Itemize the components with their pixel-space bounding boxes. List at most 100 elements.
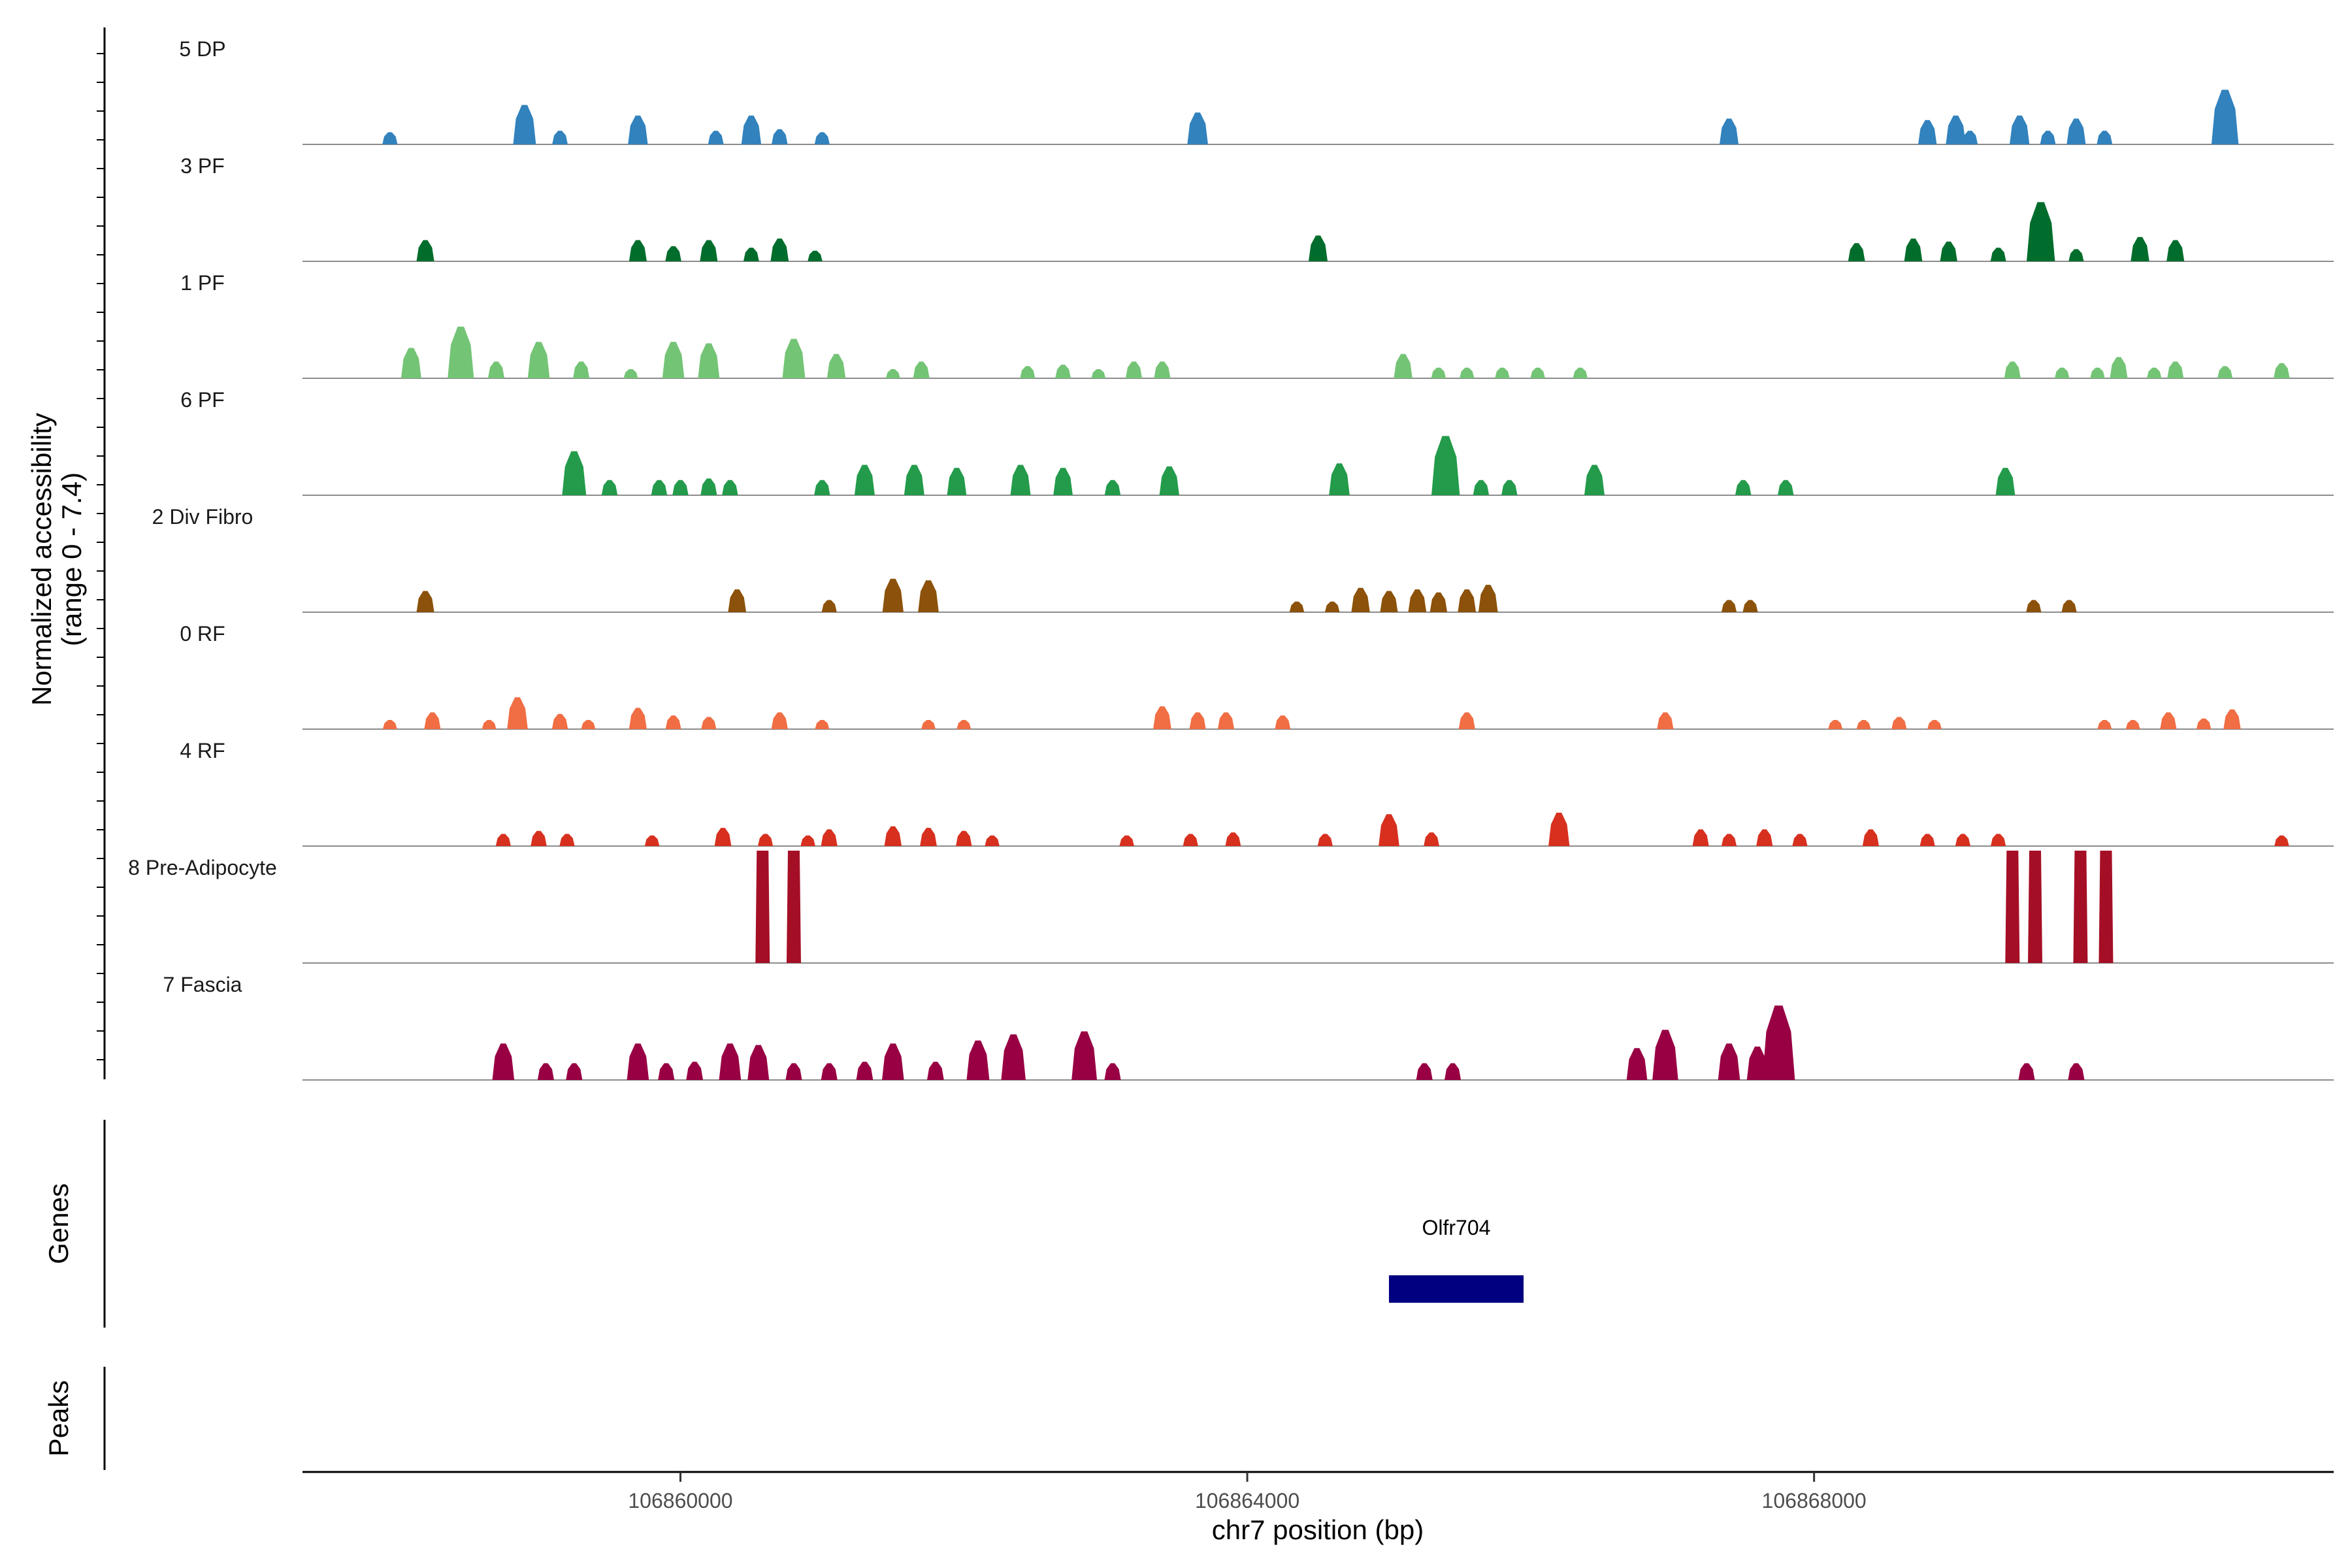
coverage-peak [1718, 1043, 1740, 1080]
coverage-peak [562, 451, 587, 495]
coverage-peak [2166, 240, 2185, 261]
coverage-peak [956, 720, 972, 729]
coverage-peak [1995, 468, 2016, 495]
coverage-peak [700, 478, 717, 495]
x-tick-label: 106860000 [628, 1489, 732, 1512]
coverage-peak [2217, 366, 2233, 378]
coverage-peak [448, 326, 474, 378]
coverage-peak [701, 717, 717, 729]
coverage-peak [629, 240, 647, 261]
coverage-peak [1584, 465, 1605, 495]
coverage-peak [722, 480, 738, 495]
coverage-peak [966, 1040, 990, 1080]
track-label: 3 PF [180, 154, 225, 178]
coverage-peak [2211, 90, 2239, 144]
coverage-peak [1856, 720, 1871, 729]
coverage-peak [686, 1062, 704, 1080]
coverage-peak [581, 720, 596, 729]
coverage-peak [2004, 361, 2021, 378]
coverage-peak [770, 238, 789, 261]
coverage-peak [1721, 834, 1737, 846]
coverage-peak [1394, 353, 1413, 378]
coverage-peak [1473, 480, 1490, 495]
coverage-peak [755, 851, 770, 963]
coverage-peak [1828, 720, 1843, 729]
coverage-peak [2160, 712, 2177, 729]
coverage-peak [920, 828, 937, 846]
track-1-pf [302, 326, 2334, 379]
track-label: 7 Fascia [163, 973, 242, 996]
coverage-peak [416, 591, 434, 612]
coverage-peak [1187, 112, 1208, 144]
coverage-peak [658, 1063, 675, 1080]
coverage-peak [1458, 712, 1475, 729]
coverage-peak [985, 835, 1000, 846]
coverage-peak [1091, 369, 1106, 378]
coverage-peak [771, 712, 788, 729]
coverage-peak [1692, 829, 1709, 846]
x-axis-title: chr7 position (bp) [1212, 1514, 1424, 1545]
coverage-peak [1919, 834, 1935, 846]
coverage-peak [1927, 720, 1942, 729]
x-axis-ticks: 106860000 106864000 106868000 [628, 1472, 1867, 1512]
coverage-peak [1001, 1034, 1026, 1080]
coverage-peak [537, 1063, 554, 1080]
coverage-peak [1159, 466, 1179, 495]
coverage-peak [1153, 706, 1171, 729]
coverage-peak [492, 1043, 515, 1080]
coverage-peak [1055, 365, 1071, 378]
coverage-peak [531, 830, 547, 846]
coverage-peak [1217, 712, 1235, 729]
coverage-peak [665, 246, 681, 261]
coverage-peak [885, 369, 900, 378]
coverage-peak [559, 834, 575, 846]
coverage-peak [881, 1043, 904, 1080]
coverage-peak [552, 131, 568, 144]
coverage-peak [1946, 115, 1966, 144]
coverage-peak [947, 468, 967, 495]
coverage-peak [527, 342, 550, 378]
track-label: 0 RF [180, 622, 225, 645]
coverage-peak [1308, 235, 1328, 261]
coverage-peak [1792, 834, 1808, 846]
coverage-peak [1495, 367, 1510, 378]
coverage-peak [786, 851, 801, 963]
coverage-peak [884, 826, 902, 846]
coverage-peak [1189, 712, 1206, 729]
coverage-peak [1416, 1063, 1433, 1080]
coverage-peak [1548, 812, 1570, 846]
coverage-peak [800, 835, 815, 846]
coverage-peak [2061, 600, 2077, 612]
coverage-peak [2040, 131, 2056, 144]
coverage-peak [2167, 361, 2184, 378]
coverage-peak [821, 1063, 838, 1080]
coverage-peak [2026, 202, 2055, 261]
peaks-panel-title: Peaks [43, 1380, 74, 1457]
coverage-peak [495, 834, 511, 846]
coverage-peak [1431, 367, 1446, 378]
coverage-peak [1431, 436, 1460, 495]
y-axis-title-line2: (range 0 - 7.4) [56, 472, 87, 646]
coverage-peak [1071, 1031, 1098, 1080]
coverage-peak [728, 589, 747, 612]
coverage-peak [2026, 600, 2042, 612]
coverage-peak [424, 712, 441, 729]
coverage-peak [708, 131, 724, 144]
coverage-peak [815, 720, 830, 729]
coverage-peak [2110, 357, 2128, 378]
coverage-peak [400, 348, 421, 378]
coverage-peak [1317, 834, 1333, 846]
gene-label-olfr704: Olfr704 [1422, 1216, 1491, 1239]
coverage-peak [2054, 367, 2070, 378]
coverage-peak [1380, 591, 1398, 612]
coverage-peak [2223, 709, 2241, 729]
coverage-peak [1324, 601, 1340, 612]
track-4-rf [302, 812, 2334, 847]
coverage-peak [487, 361, 505, 378]
coverage-peak [665, 715, 681, 729]
coverage-peak [1573, 367, 1588, 378]
coverage-peak [1962, 131, 1978, 144]
coverage-peak [698, 343, 720, 378]
coverage-peak [1289, 601, 1305, 612]
track-8-pre-adipocyte [302, 851, 2334, 964]
